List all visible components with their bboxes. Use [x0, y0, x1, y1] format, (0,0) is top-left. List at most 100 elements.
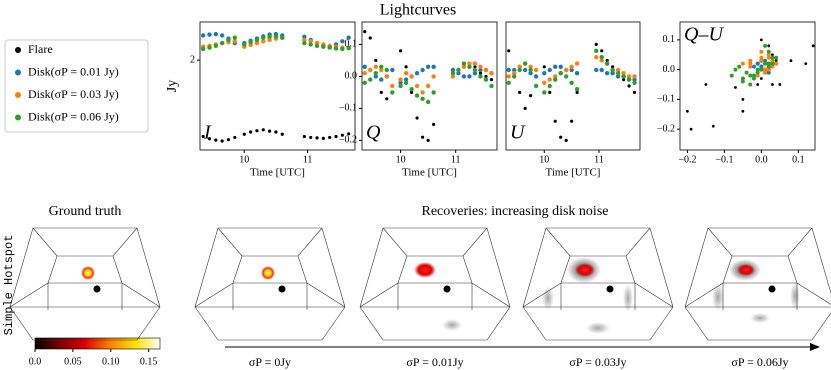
noise-label: σP = 0.06Jy	[731, 355, 788, 369]
data-point	[420, 67, 425, 73]
data-point	[553, 77, 558, 82]
emission-blob	[790, 282, 800, 310]
data-point	[267, 129, 272, 133]
x-tick-label: 0.1	[792, 154, 805, 165]
data-point	[599, 67, 604, 73]
data-point	[599, 58, 604, 63]
data-point	[267, 34, 272, 40]
data-point	[309, 135, 313, 140]
qu-point	[741, 109, 745, 113]
data-point	[242, 42, 247, 47]
data-point	[512, 67, 517, 73]
qu-point	[804, 62, 808, 66]
data-point	[478, 64, 483, 70]
qu-point	[811, 44, 815, 48]
x-tick-label: −0.2	[678, 154, 696, 165]
data-point	[528, 71, 533, 76]
data-point	[611, 65, 615, 69]
data-point	[200, 33, 206, 38]
data-point	[414, 71, 420, 76]
data-point	[373, 71, 378, 76]
data-point	[621, 74, 626, 79]
data-point	[267, 37, 272, 43]
qu-point	[740, 79, 745, 84]
data-point	[517, 64, 522, 70]
data-point	[542, 90, 547, 95]
qu-point	[729, 73, 734, 78]
data-point	[207, 45, 212, 50]
data-point	[431, 64, 436, 70]
colorbar-tick-label: 0.05	[64, 356, 82, 367]
qu-point	[759, 77, 763, 80]
data-point	[594, 42, 598, 47]
qu-point	[751, 76, 756, 81]
data-point	[415, 116, 419, 120]
data-point	[529, 94, 533, 98]
data-point	[522, 67, 528, 73]
y-tick-label: −0.2	[657, 123, 675, 134]
emission-blob	[750, 313, 770, 323]
data-point	[379, 64, 384, 70]
data-point	[461, 64, 467, 70]
data-point	[523, 106, 527, 110]
qu-point	[685, 109, 689, 113]
data-point	[563, 67, 569, 73]
noise-label: σP = 0.03Jy	[569, 355, 626, 369]
data-point	[478, 74, 483, 79]
emission-blob	[712, 283, 724, 311]
qu-point	[766, 70, 771, 75]
qu-point	[763, 67, 768, 72]
data-point	[594, 48, 599, 53]
data-point	[512, 71, 517, 76]
x-axis-label: Time [UTC]	[402, 167, 457, 179]
data-point	[553, 74, 558, 79]
data-point	[632, 90, 637, 94]
data-point	[384, 67, 389, 73]
data-point	[533, 74, 539, 79]
data-point	[426, 138, 430, 142]
data-point	[362, 71, 367, 76]
data-point	[542, 65, 546, 69]
panel-label: Q	[366, 122, 381, 144]
data-point	[390, 83, 395, 89]
emission-blob	[442, 319, 462, 331]
qu-point	[770, 64, 775, 69]
y-tick-label: −0.2	[339, 135, 357, 146]
colorbar-tick-label: 0.10	[102, 356, 120, 367]
wireframe	[9, 227, 161, 341]
data-point	[570, 119, 574, 123]
black-hole	[93, 285, 101, 293]
panel-label: U	[510, 122, 526, 144]
qu-point	[748, 58, 753, 63]
y-axis-label: Jy	[165, 80, 180, 92]
data-point	[467, 64, 472, 70]
qu-point	[771, 83, 774, 86]
data-point	[321, 44, 326, 49]
data-point	[548, 90, 552, 94]
qu-point	[748, 73, 753, 78]
qu-point	[744, 70, 749, 75]
legend-label: Disk(σP = 0.06 Jy)	[28, 109, 119, 123]
data-point	[627, 84, 631, 88]
data-point	[328, 135, 332, 140]
data-point	[327, 45, 332, 50]
arrow-head	[810, 343, 820, 351]
y-tick-label: 0.1	[663, 34, 676, 45]
qu-point	[763, 43, 768, 48]
data-point	[484, 74, 488, 78]
data-point	[559, 135, 563, 139]
data-point	[632, 80, 637, 86]
data-point	[553, 64, 558, 70]
data-point	[274, 130, 278, 134]
data-point	[610, 67, 615, 73]
x-tick-label: 0.0	[755, 154, 768, 165]
data-point	[213, 43, 219, 49]
data-point	[384, 74, 389, 79]
data-point	[564, 138, 568, 142]
data-point	[467, 74, 472, 79]
data-point	[626, 77, 632, 82]
data-point	[346, 45, 351, 51]
data-point	[254, 37, 260, 43]
wireframe	[522, 227, 674, 341]
